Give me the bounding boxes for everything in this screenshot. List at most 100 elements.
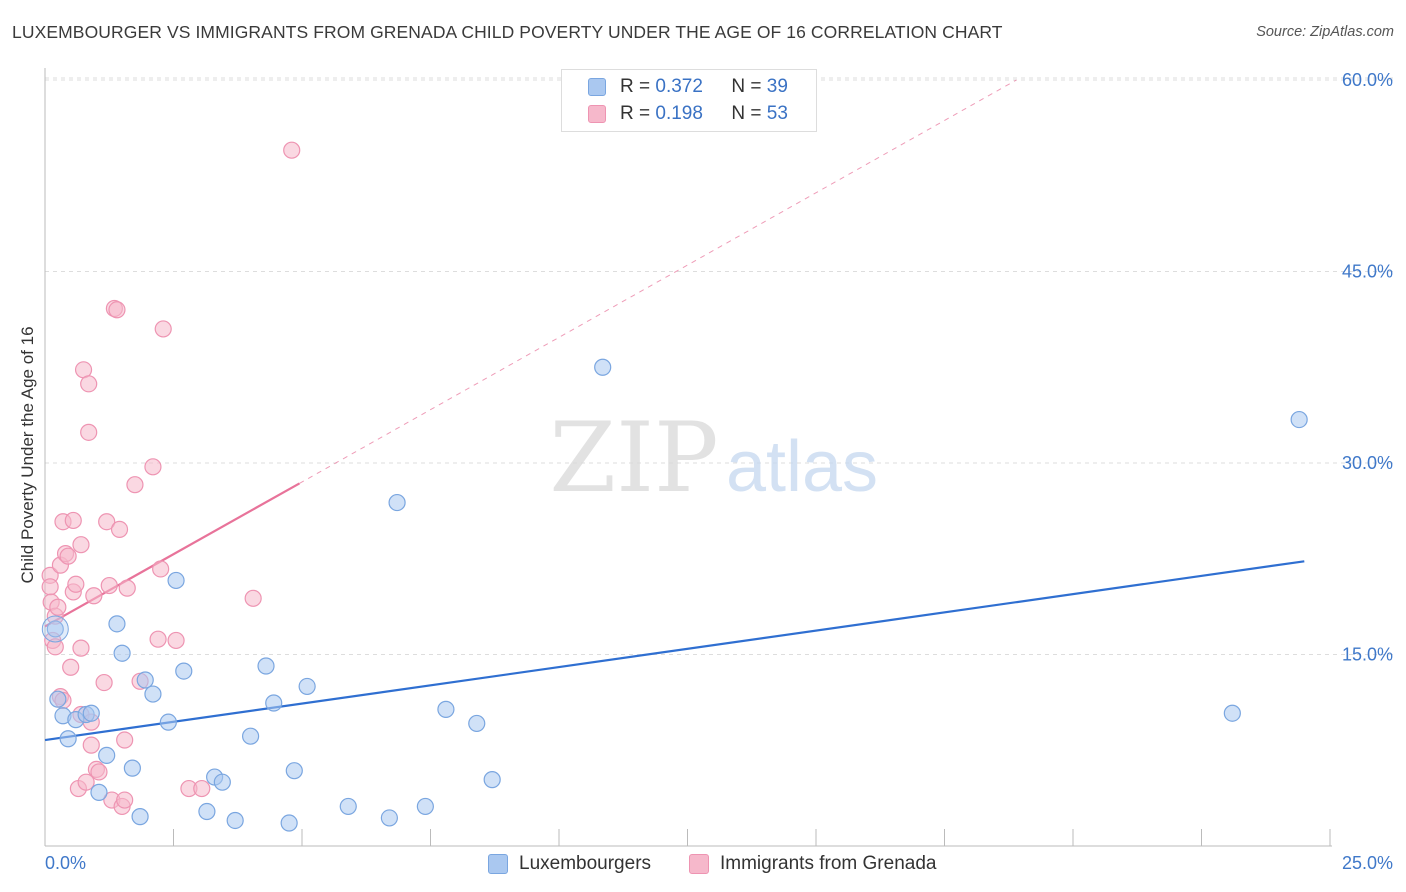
x-tick-label: 25.0% xyxy=(1342,853,1393,873)
luxembourger-point xyxy=(136,671,154,689)
r-value: 0.198 xyxy=(655,103,703,124)
luxembourger-point xyxy=(285,762,303,780)
x-tick-label: 0.0% xyxy=(45,853,86,873)
grenada-point xyxy=(82,736,100,754)
luxembourger-point xyxy=(108,615,126,633)
y-tick-label: 30.0% xyxy=(1342,453,1393,473)
luxembourger-point xyxy=(59,730,77,748)
luxembourger-point xyxy=(41,615,69,643)
legend-label: Luxembourgers xyxy=(519,853,652,874)
grenada-point xyxy=(72,536,90,554)
luxembourger-point xyxy=(175,662,193,680)
grenada-point xyxy=(49,598,67,616)
luxembourger-point xyxy=(483,771,501,789)
y-tick-label: 15.0% xyxy=(1342,644,1393,664)
luxembourger-point xyxy=(594,358,612,376)
grenada-point xyxy=(167,631,185,650)
r-label: R = xyxy=(620,103,656,124)
luxembourger-point xyxy=(49,690,67,708)
pink-swatch xyxy=(588,105,606,123)
luxembourger-point xyxy=(113,644,131,662)
luxembourger-point xyxy=(98,746,116,764)
grenada-point xyxy=(46,638,64,656)
grenada-point xyxy=(154,320,172,338)
luxembourger-point xyxy=(1223,704,1241,722)
r-label: R = xyxy=(620,76,656,97)
grenada-point xyxy=(100,576,118,595)
grenada-point xyxy=(126,476,144,494)
grenada-point xyxy=(149,630,167,648)
grenada-point xyxy=(152,560,170,578)
luxembourger-point xyxy=(257,657,275,675)
luxembourger-point xyxy=(468,714,486,733)
grenada-point xyxy=(80,375,98,393)
watermark-atlas: atlas xyxy=(726,427,878,507)
luxembourger-point xyxy=(388,493,406,512)
y-tick-label: 45.0% xyxy=(1342,261,1393,281)
grenada-point xyxy=(116,791,134,809)
n-value: 53 xyxy=(766,103,788,124)
legend-item-luxembourgers: Luxembourgers xyxy=(488,852,651,876)
luxembourger-point xyxy=(46,620,64,638)
grenada-point xyxy=(283,141,301,159)
legend-row-luxembourgers: R = 0.372 N = 39 xyxy=(588,75,788,99)
legend-item-grenada: Immigrants from Grenada xyxy=(689,852,936,876)
stats-legend: R = 0.372 N = 39 R = 0.198 N = 53 xyxy=(561,69,817,132)
grenada-point xyxy=(85,587,103,605)
luxembourger-point xyxy=(144,685,162,703)
grenada-point xyxy=(116,731,134,749)
grenada-point xyxy=(118,579,136,597)
luxembourger-point xyxy=(380,809,398,827)
source-credit: Source: ZipAtlas.com xyxy=(1256,24,1394,40)
gridlines xyxy=(45,77,1394,655)
luxembourger-point xyxy=(82,704,100,722)
watermark-zip: ZIP xyxy=(549,402,718,514)
n-value: 39 xyxy=(766,76,788,97)
luxembourger-point xyxy=(265,694,283,712)
blue-swatch xyxy=(488,854,508,874)
n-label: N = xyxy=(731,76,767,97)
grenada-point xyxy=(144,458,162,476)
grenada-point xyxy=(67,575,85,593)
grenada-point xyxy=(110,520,129,538)
grenada-points xyxy=(41,141,301,816)
grenada-point xyxy=(72,639,90,657)
luxembourger-point xyxy=(131,808,149,826)
grenada-point xyxy=(193,779,211,798)
luxembourger-point xyxy=(242,727,260,745)
luxembourger-point xyxy=(280,814,298,832)
luxembourger-point xyxy=(437,700,455,718)
blue-swatch xyxy=(588,78,606,96)
legend-label: Immigrants from Grenada xyxy=(720,853,937,874)
grenada-point xyxy=(64,511,82,530)
pink-swatch xyxy=(689,854,709,874)
trend-lines xyxy=(44,79,1305,742)
grenada-point xyxy=(77,773,95,791)
grenada-trend-line xyxy=(44,482,300,628)
luxembourger-point xyxy=(123,759,141,777)
luxembourger-point xyxy=(90,783,108,801)
grenada-point xyxy=(90,763,108,781)
luxembourger-point xyxy=(298,677,316,696)
grenada-point xyxy=(41,578,59,596)
luxembourger-point xyxy=(226,811,244,830)
luxembourger-point xyxy=(198,802,216,821)
luxembourger-point xyxy=(416,797,434,816)
grenada-point xyxy=(98,513,116,531)
luxembourger-point xyxy=(167,571,185,590)
luxembourger-point xyxy=(213,773,231,791)
grenada-point xyxy=(62,658,80,676)
luxembourger-points xyxy=(41,358,1308,832)
grenada-trend-extension xyxy=(299,79,1017,484)
luxembourger-point xyxy=(339,797,357,816)
grenada-point xyxy=(108,301,126,319)
luxembourger-trend-line xyxy=(44,560,1305,742)
luxembourger-point xyxy=(159,713,177,731)
legend-row-grenada: R = 0.198 N = 53 xyxy=(588,102,788,126)
n-label: N = xyxy=(731,103,767,124)
r-value: 0.372 xyxy=(655,76,703,97)
grenada-point xyxy=(95,673,113,692)
axes xyxy=(44,68,1332,847)
chart-title: LUXEMBOURGER VS IMMIGRANTS FROM GRENADA … xyxy=(12,22,1003,42)
grenada-point xyxy=(244,589,262,607)
